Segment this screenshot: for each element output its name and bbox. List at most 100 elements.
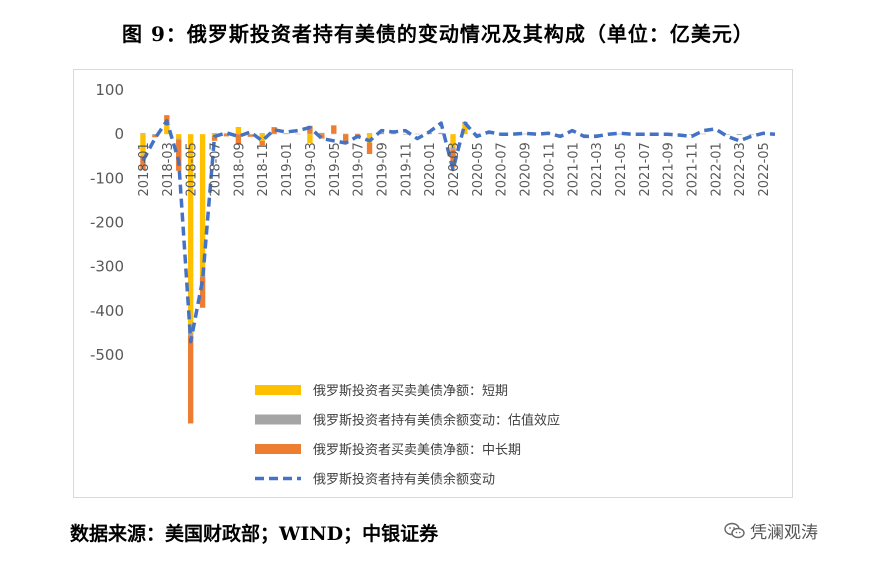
x-tick-label: 2018-03 <box>161 142 176 196</box>
bar-s1-2021-05 <box>617 133 623 135</box>
bar-s1-2020-06 <box>486 133 492 135</box>
y-tick-label: -200 <box>90 214 124 232</box>
bar-s0-2018-01 <box>140 134 146 157</box>
y-tick-label: 0 <box>114 125 124 143</box>
line-series-group <box>141 119 776 344</box>
bar-s0-2018-05 <box>187 134 194 333</box>
bar-series-group <box>140 115 754 424</box>
bar-s2-2018-01 <box>140 156 146 170</box>
y-tick-label: -300 <box>90 258 124 276</box>
bar-s2-2018-05 <box>187 335 194 424</box>
bar-s1-2019-04 <box>319 132 325 135</box>
x-tick-label: 2020-01 <box>423 142 438 196</box>
bar-s1-2021-11 <box>688 134 695 135</box>
x-tick-label: 2021-01 <box>566 142 581 196</box>
legend: 俄罗斯投资者买卖美债净额：短期俄罗斯投资者持有美债余额变动：估值效应俄罗斯投资者… <box>255 383 560 488</box>
bar-s2-2018-11 <box>259 140 265 146</box>
bar-s1-2019-11 <box>402 134 409 135</box>
bar-s2-2019-06 <box>343 134 349 143</box>
bar-s0-2018-04 <box>176 134 182 139</box>
bar-s1-2018-12 <box>271 133 277 135</box>
bar-s1-2020-12 <box>557 134 564 135</box>
bar-s1-2018-10 <box>247 134 253 135</box>
legend-swatch-0 <box>255 385 301 395</box>
line-series-3 <box>141 119 776 344</box>
bar-s1-2019-06 <box>343 133 349 135</box>
bar-s2-2018-03 <box>164 115 170 122</box>
bar-s1-2019-12 <box>414 133 420 135</box>
bar-s2-2018-08 <box>223 134 230 137</box>
x-tick-label: 2019-07 <box>352 142 367 196</box>
x-tick-label: 2020-07 <box>495 142 510 196</box>
bar-s2-2018-12 <box>271 127 277 134</box>
wechat-icon <box>724 522 745 538</box>
bar-s1-2018-01 <box>140 133 146 135</box>
bar-s1-2022-02 <box>724 134 731 135</box>
bar-s2-2018-06 <box>199 276 206 308</box>
bar-s0-2018-11 <box>259 134 265 141</box>
bar-s1-2019-03 <box>307 133 313 135</box>
bar-s1-2019-01 <box>283 133 289 135</box>
chart-frame <box>73 69 793 498</box>
x-tick-label: 2022-05 <box>757 142 772 196</box>
bar-s0-2019-03 <box>307 134 313 143</box>
bar-s1-2022-04 <box>748 134 754 135</box>
x-tick-label: 2019-01 <box>280 142 295 196</box>
x-tick-label: 2018-01 <box>137 142 152 196</box>
x-axis: 2018-01 2018-03 2018-05 2018-07 2018-09 2018-… <box>137 142 772 196</box>
bar-s2-2018-09 <box>235 134 242 144</box>
watermark-text: 凭澜观涛 <box>750 523 818 543</box>
bar-s1-2019-05 <box>331 133 337 135</box>
bar-s1-2018-07 <box>211 133 218 135</box>
x-tick-label: 2020-09 <box>519 142 534 196</box>
bar-s1-2018-08 <box>223 133 230 135</box>
bar-s1-2018-05 <box>187 332 194 336</box>
y-axis: 100 0 -100 -200 -300 -400 -500 <box>90 81 124 364</box>
bar-s1-2020-02 <box>438 132 444 135</box>
bar-s1-2019-07 <box>354 133 361 135</box>
legend-swatch-1 <box>255 414 301 425</box>
chart-title: 图 9：俄罗斯投资者持有美债的变动情况及其构成（单位：亿美元） <box>122 22 754 46</box>
bar-s2-2018-04 <box>176 139 182 171</box>
x-tick-label: 2019-11 <box>399 142 414 196</box>
legend-label-0: 俄罗斯投资者买卖美债净额：短期 <box>313 383 508 399</box>
bar-s0-2018-03 <box>164 123 170 135</box>
bar-s0-2018-06 <box>199 134 206 276</box>
x-tick-label: 2018-07 <box>209 142 224 196</box>
x-tick-label: 2018-09 <box>232 142 247 196</box>
bar-s2-2018-02 <box>152 135 158 138</box>
bar-s1-2022-03 <box>736 134 742 136</box>
bar-s2-2019-05 <box>331 125 337 134</box>
bar-s1-2019-10 <box>390 133 397 135</box>
y-tick-label: -500 <box>90 346 124 364</box>
bar-s1-2019-09 <box>378 132 385 135</box>
y-tick-label: 100 <box>95 81 124 99</box>
x-tick-label: 2021-05 <box>614 142 629 196</box>
bar-s1-2021-12 <box>700 133 707 135</box>
x-tick-label: 2020-11 <box>542 142 557 196</box>
x-tick-label: 2022-01 <box>709 142 724 196</box>
bar-s0-2020-04 <box>462 123 468 135</box>
bar-s1-2019-02 <box>295 133 301 135</box>
x-tick-label: 2019-09 <box>375 142 390 196</box>
bar-s1-2018-04 <box>176 138 182 140</box>
bar-s1-2019-08 <box>366 133 373 135</box>
bar-s1-2021-03 <box>593 134 599 135</box>
x-tick-label: 2020-03 <box>447 142 462 196</box>
x-tick-label: 2019-05 <box>328 142 343 196</box>
watermark: 凭澜观涛 <box>724 518 818 543</box>
bar-s1-2021-02 <box>581 134 587 135</box>
legend-label-3: 俄罗斯投资者持有美债余额变动 <box>313 472 495 488</box>
source-note: 数据来源：美国财政部；WIND；中银证券 <box>70 523 439 545</box>
x-tick-label: 2020-05 <box>471 142 486 196</box>
x-tick-label: 2021-07 <box>638 142 653 196</box>
legend-label-1: 俄罗斯投资者持有美债余额变动：估值效应 <box>313 413 560 429</box>
bar-s1-2018-09 <box>235 127 242 128</box>
x-tick-label: 2021-03 <box>590 142 605 196</box>
bar-s2-2019-08 <box>366 143 373 155</box>
bar-s1-2018-02 <box>152 134 158 136</box>
x-tick-label: 2021-11 <box>686 142 701 196</box>
bar-s1-2020-09 <box>521 133 528 135</box>
bar-s2-2019-03 <box>307 125 313 134</box>
